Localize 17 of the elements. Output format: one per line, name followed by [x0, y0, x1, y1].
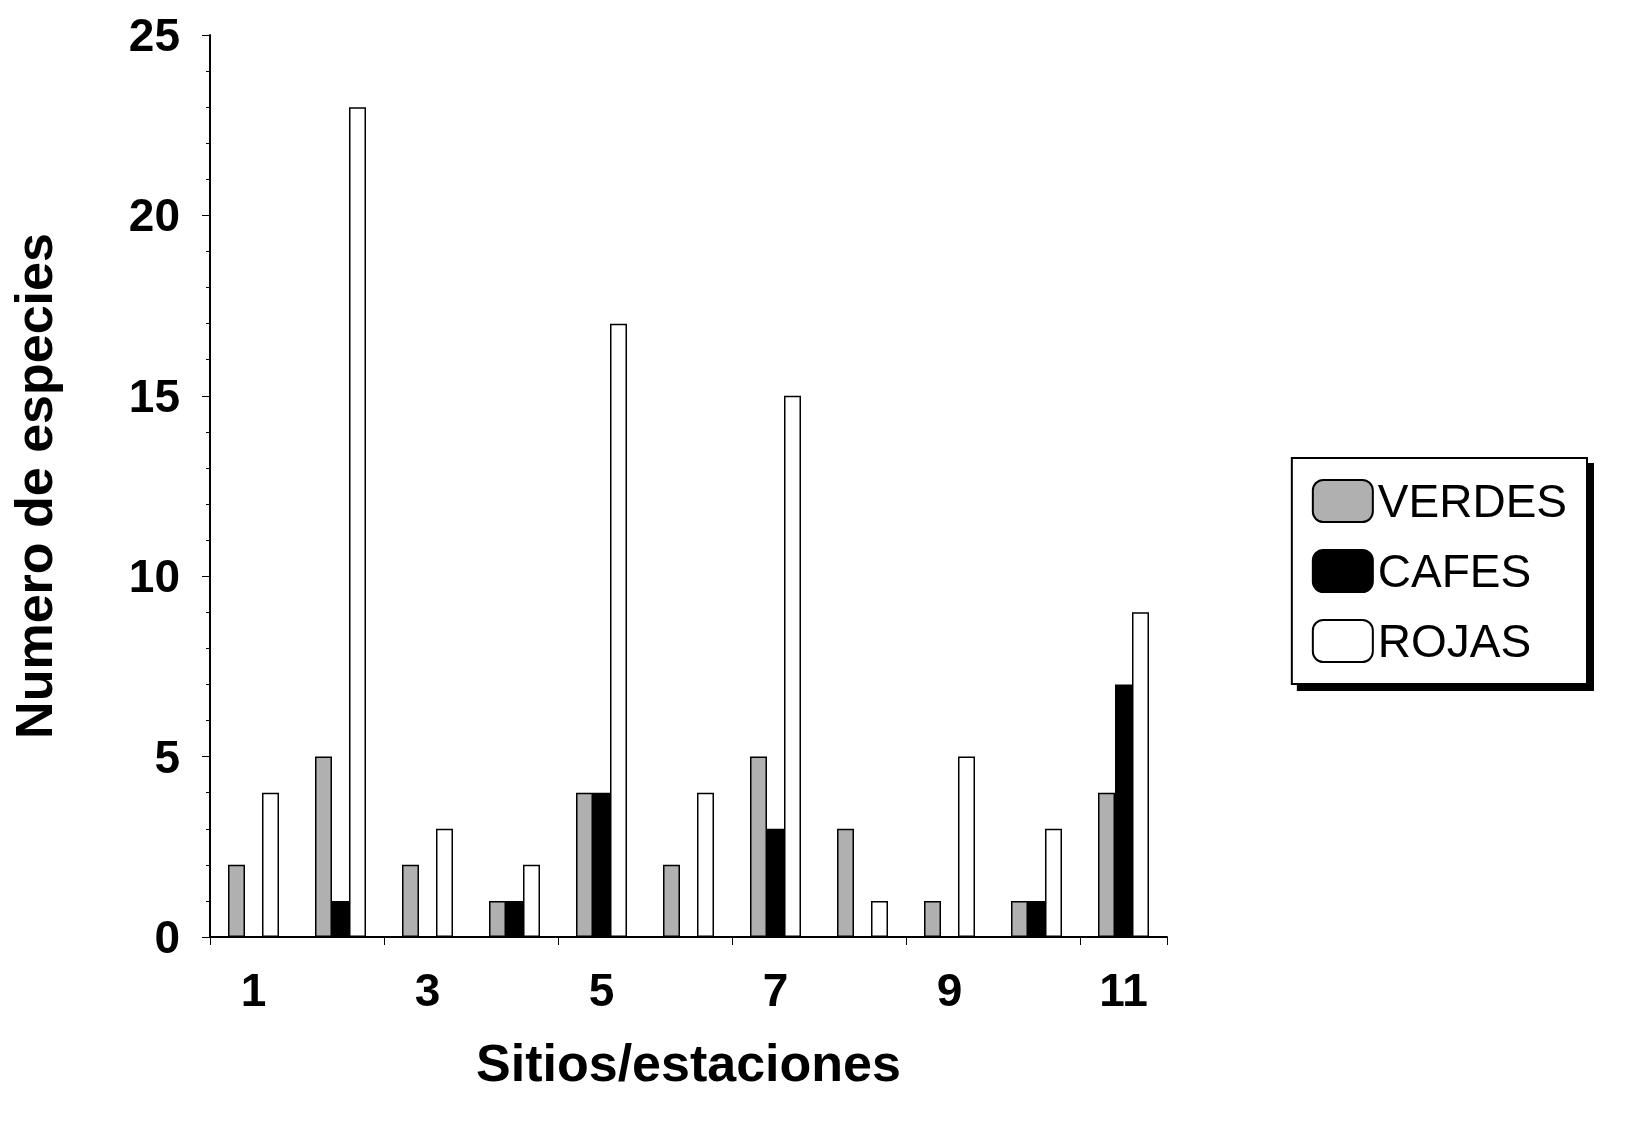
legend-label: ROJAS: [1377, 615, 1532, 667]
x-tick-label: 11: [1099, 964, 1148, 1016]
y-tick-label: 5: [154, 730, 180, 783]
x-tick-label: 5: [588, 964, 615, 1016]
y-axis-title: Numero de especies: [5, 233, 63, 739]
x-axis-title: Sitios/estaciones: [476, 1034, 901, 1092]
x-tick-label: 9: [936, 964, 963, 1016]
y-tick-label: 20: [128, 189, 180, 242]
legend-label: VERDES: [1377, 475, 1568, 527]
x-tick-label: 3: [414, 964, 441, 1016]
y-tick-label: 0: [154, 911, 180, 963]
legend-label: CAFES: [1377, 545, 1532, 597]
x-tick-label: 7: [762, 964, 789, 1016]
y-tick-label: 15: [128, 369, 180, 422]
y-tick-label: 10: [128, 550, 180, 603]
x-tick-label: 1: [240, 964, 267, 1016]
y-tick-label: 25: [128, 9, 180, 61]
